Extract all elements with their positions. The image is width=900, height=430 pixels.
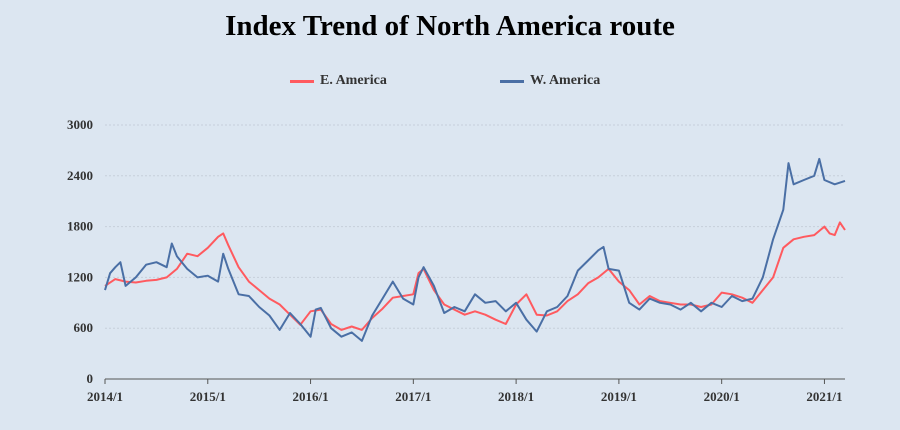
y-tick-label-3: 1800 [67, 219, 93, 234]
x-tick-label-3: 2017/1 [395, 389, 431, 404]
chart-title: Index Trend of North America route [225, 10, 675, 42]
x-tick-label-2: 2016/1 [292, 389, 328, 404]
legend-label-e-america: E. America [320, 73, 387, 88]
legend-swatch-e-america [290, 79, 314, 83]
legend-item-w-america: W. America [500, 73, 600, 89]
legend-item-e-america: E. America [290, 73, 387, 89]
y-tick-label-0: 0 [87, 371, 94, 386]
series-line-w-america [104, 157, 846, 342]
x-tick-label-5: 2019/1 [601, 389, 637, 404]
x-tick-label-6: 2020/1 [704, 389, 740, 404]
legend-label-w-america: W. America [530, 73, 601, 88]
x-tick-label-7: 2021/1 [806, 389, 842, 404]
y-tick-label-2: 1200 [67, 269, 93, 284]
y-tick-label-4: 2400 [67, 168, 93, 183]
legend-swatch-w-america [500, 79, 524, 83]
x-tick-label-4: 2018/1 [498, 389, 534, 404]
y-tick-label-1: 600 [74, 320, 94, 335]
x-tick-label-1: 2015/1 [190, 389, 226, 404]
series-line-e-america [104, 221, 846, 331]
y-tick-label-5: 3000 [67, 117, 93, 132]
x-tick-label-0: 2014/1 [87, 389, 123, 404]
legend: E. America W. America [0, 73, 900, 93]
